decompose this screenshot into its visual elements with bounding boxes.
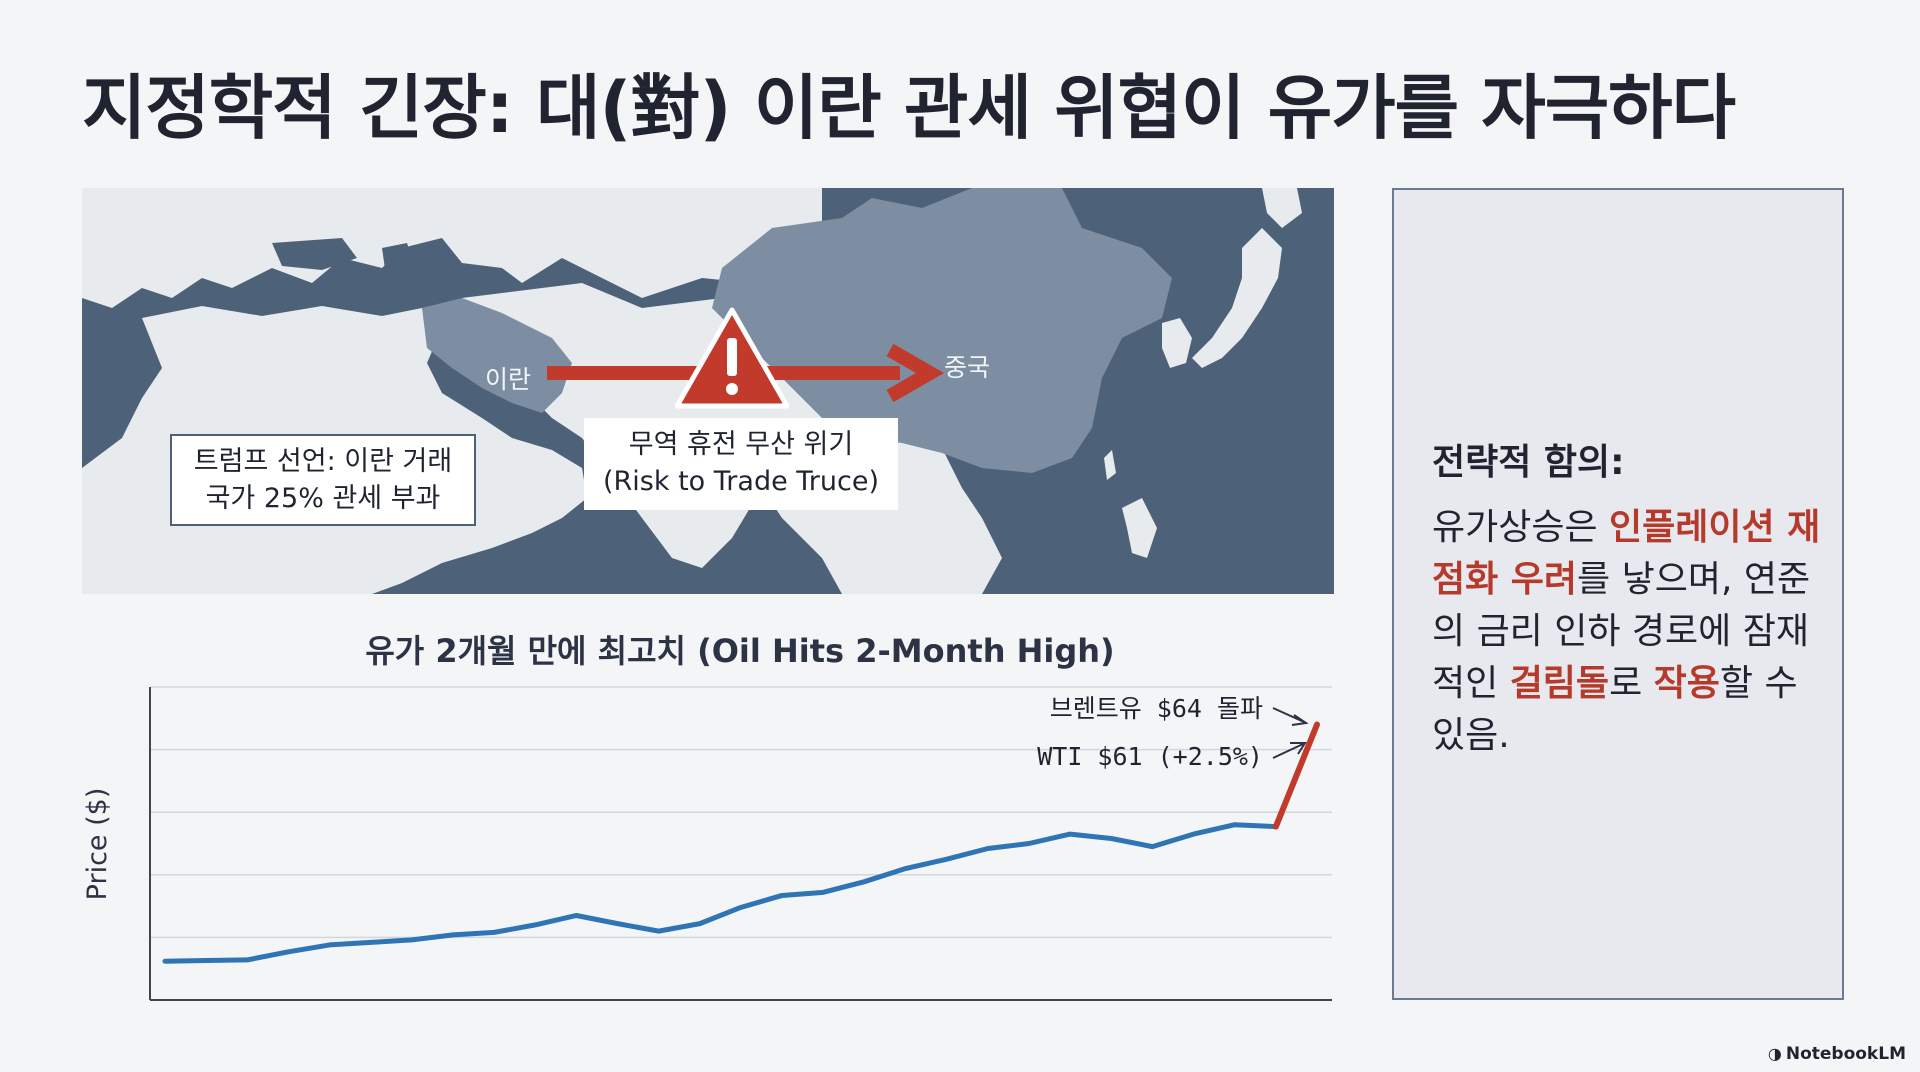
truce-risk-callout-line1: 무역 휴전 무산 위기 [628, 429, 854, 460]
trade-arrow-head [886, 343, 945, 403]
map-land-japan-north [1262, 188, 1302, 228]
map-label-china: 중국 [944, 353, 991, 382]
panel-highlight-obstacle: 걸림돌 [1509, 663, 1610, 704]
annotation-wti: WTI $61 (+2.5%) [1037, 742, 1263, 771]
page-title: 지정학적 긴장: 대(對) 이란 관세 위협이 유가를 자극하다 [82, 67, 1736, 149]
strategic-implications-panel: 전략적 함의: 유가상승은 인플레이션 재점화 우려를 낳으며, 연준의 금리 … [1392, 188, 1844, 1000]
tariff-callout-line1: 트럼프 선언: 이란 거래 [193, 446, 453, 477]
map-label-iran: 이란 [485, 365, 532, 394]
truce-risk-callout-line2: (Risk to Trade Truce) [603, 466, 879, 497]
map-graphic [82, 188, 1334, 594]
oil-price-chart: Price ($) 브렌트유 $64 돌파 WTI $61 (+2.5%) [82, 686, 1332, 1001]
series-line-0 [162, 822, 1279, 964]
map-sea-caspian [382, 243, 417, 308]
panel-highlight-inflation: 인플레이션 재점화 우려 [1432, 507, 1821, 600]
panel-body-text-4: 할 수 있음. [1432, 663, 1798, 756]
panel-body-text-3: 로 [1609, 663, 1654, 704]
notebooklm-brand: ◑ NotebookLM [1768, 1044, 1906, 1064]
notebooklm-logo-icon: ◑ [1767, 1044, 1782, 1063]
series-line-1 [1272, 721, 1320, 830]
panel-body-text-2: 를 낳으며, 연준의 금리 인하 경로에 잠재적인 [1432, 559, 1811, 704]
map-land-iran [422, 298, 572, 413]
panel-heading: 전략적 함의: [1432, 442, 1625, 483]
tariff-callout: 트럼프 선언: 이란 거래 국가 25% 관세 부과 [170, 434, 476, 526]
panel-body-text-1: 유가상승은 [1432, 507, 1610, 548]
brand-name: NotebookLM [1785, 1044, 1906, 1064]
annotation-arrow-wti [1272, 742, 1307, 759]
chart-series [162, 721, 1320, 964]
map-land-europe [82, 188, 822, 308]
annotation-arrow-brent [1272, 707, 1309, 726]
truce-risk-callout: 무역 휴전 무산 위기 (Risk to Trade Truce) [584, 418, 898, 510]
y-axis-label: Price ($) [82, 788, 113, 901]
annotation-brent: 브렌트유 $64 돌파 [1050, 694, 1263, 723]
map-land-japan [1192, 228, 1282, 368]
panel-body: 유가상승은 인플레이션 재점화 우려를 낳으며, 연준의 금리 인하 경로에 잠… [1432, 502, 1832, 762]
chart-title: 유가 2개월 만에 최고치 (Oil Hits 2-Month High) [365, 632, 1115, 670]
tariff-callout-line2: 국가 25% 관세 부과 [205, 483, 441, 514]
map-land-china [712, 188, 1172, 473]
panel-highlight-act: 작용 [1653, 663, 1720, 704]
map-land-philippines [1122, 498, 1157, 558]
map-illustration: 이란 중국 트럼프 선언: 이란 거래 국가 25% 관세 부과 무역 휴전 무… [82, 188, 1334, 594]
map-sea-black [272, 238, 357, 270]
map-land-taiwan [1104, 450, 1116, 480]
chart-grid [150, 686, 1332, 939]
map-land-korea [1162, 318, 1192, 368]
warning-triangle-icon [674, 307, 790, 409]
